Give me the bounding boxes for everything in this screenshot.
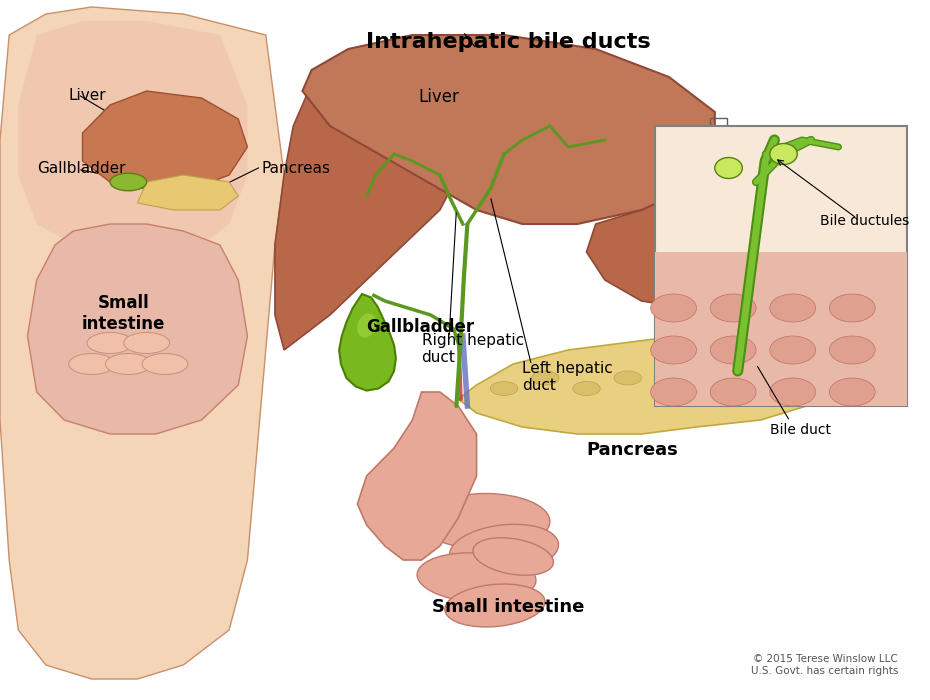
Ellipse shape (711, 378, 756, 406)
Ellipse shape (357, 314, 376, 337)
Ellipse shape (711, 336, 756, 364)
Polygon shape (458, 329, 844, 434)
Ellipse shape (87, 332, 133, 354)
Text: © 2015 Terese Winslow LLC
U.S. Govt. has certain rights: © 2015 Terese Winslow LLC U.S. Govt. has… (751, 654, 898, 676)
Text: Liver: Liver (69, 88, 106, 102)
Text: Pancreas: Pancreas (587, 441, 678, 459)
Text: Liver: Liver (418, 88, 459, 106)
Text: Bile ductules: Bile ductules (820, 214, 910, 228)
Ellipse shape (418, 553, 536, 602)
Ellipse shape (770, 336, 816, 364)
Ellipse shape (830, 336, 875, 364)
Ellipse shape (124, 332, 169, 354)
Ellipse shape (421, 494, 550, 550)
Text: Right hepatic
duct: Right hepatic duct (421, 332, 524, 365)
Ellipse shape (651, 336, 697, 364)
Ellipse shape (110, 174, 147, 190)
Ellipse shape (532, 371, 559, 385)
Bar (656, 252, 908, 406)
Polygon shape (357, 392, 476, 560)
Polygon shape (275, 70, 458, 350)
Text: Bile duct: Bile duct (770, 424, 830, 438)
Polygon shape (0, 7, 284, 679)
Ellipse shape (697, 371, 724, 385)
Text: Gallbladder: Gallbladder (366, 318, 474, 337)
Polygon shape (302, 35, 715, 224)
Ellipse shape (711, 294, 756, 322)
Text: Small
intestine: Small intestine (82, 294, 166, 332)
Polygon shape (28, 224, 247, 434)
Ellipse shape (614, 371, 642, 385)
Text: Small intestine: Small intestine (432, 598, 585, 617)
Circle shape (770, 144, 797, 164)
Ellipse shape (651, 378, 697, 406)
Polygon shape (339, 294, 396, 391)
Text: Left hepatic
duct: Left hepatic duct (523, 360, 613, 393)
Polygon shape (587, 189, 770, 308)
Text: Gallbladder: Gallbladder (36, 161, 126, 176)
Ellipse shape (473, 538, 553, 575)
Ellipse shape (830, 378, 875, 406)
Ellipse shape (770, 294, 816, 322)
Text: Pancreas: Pancreas (261, 161, 330, 176)
Polygon shape (83, 91, 247, 189)
Ellipse shape (651, 294, 697, 322)
Ellipse shape (573, 382, 600, 395)
Ellipse shape (445, 584, 545, 627)
Bar (711, 118, 726, 127)
Ellipse shape (105, 354, 152, 374)
Ellipse shape (737, 382, 765, 395)
Ellipse shape (779, 371, 806, 385)
Polygon shape (138, 175, 238, 210)
Ellipse shape (770, 378, 816, 406)
Ellipse shape (656, 382, 683, 395)
FancyBboxPatch shape (656, 126, 908, 406)
Ellipse shape (449, 524, 559, 575)
Ellipse shape (142, 354, 188, 374)
Polygon shape (19, 21, 247, 259)
Text: Intrahepatic bile ducts: Intrahepatic bile ducts (366, 32, 651, 52)
Ellipse shape (490, 382, 518, 395)
Ellipse shape (830, 294, 875, 322)
Circle shape (715, 158, 742, 178)
Ellipse shape (69, 354, 114, 374)
